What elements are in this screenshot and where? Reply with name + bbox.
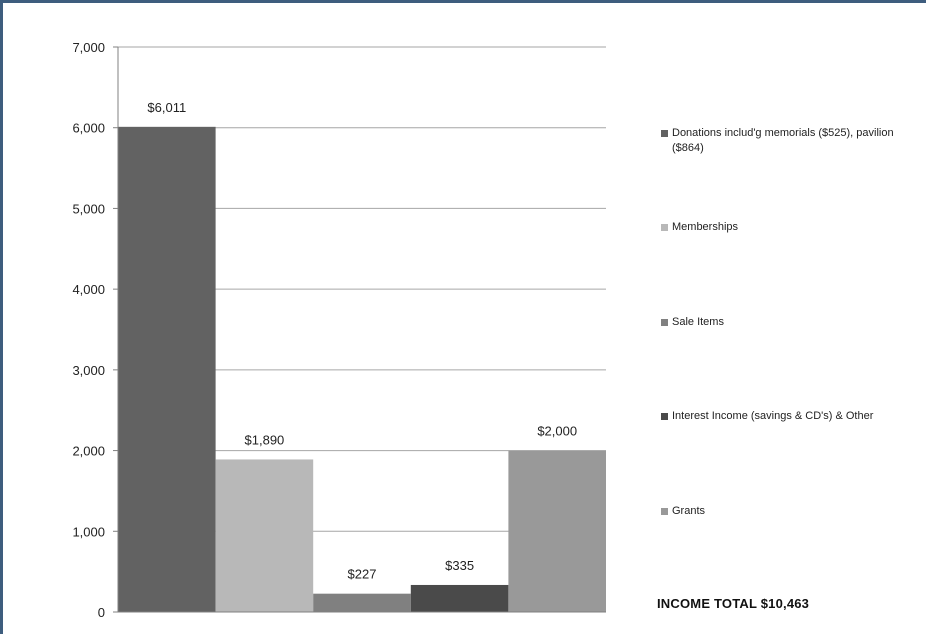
bar [215, 459, 314, 612]
legend-label: Grants [672, 505, 706, 517]
data-label: $1,890 [245, 432, 285, 447]
legend-swatch [661, 319, 668, 326]
y-tick-label: 4,000 [72, 282, 105, 297]
legend-swatch [661, 508, 668, 515]
data-label: $2,000 [537, 424, 577, 439]
income-total: INCOME TOTAL $10,463 [657, 596, 810, 611]
legend-label: Donations includ'g memorials ($525), pav… [672, 127, 894, 154]
y-tick-label: 6,000 [72, 121, 105, 136]
legend-item: Donations includ'g memorials ($525), pav… [661, 126, 923, 156]
legend-item: Sale Items [661, 315, 923, 330]
legend-item: Grants [661, 504, 923, 519]
y-tick-label: 0 [98, 605, 105, 620]
legend-item: Interest Income (savings & CD's) & Other [661, 409, 923, 424]
legend-item: Memberships [661, 220, 923, 235]
legend-label: Interest Income (savings & CD's) & Other [672, 410, 874, 422]
data-label: $227 [348, 567, 377, 582]
y-tick-label: 7,000 [72, 40, 105, 55]
y-tick-label: 3,000 [72, 363, 105, 378]
legend-label: Memberships [672, 221, 739, 233]
bar [313, 593, 411, 612]
y-tick-label: 1,000 [72, 524, 105, 539]
data-label: $6,011 [147, 100, 186, 115]
legend-label: Sale Items [672, 316, 724, 328]
legend-swatch [661, 224, 668, 231]
y-tick-label: 5,000 [72, 201, 105, 216]
legend-swatch [661, 413, 668, 420]
y-tick-label: 2,000 [72, 444, 105, 459]
bar-chart: 0 1,000 2,000 3,000 4,000 5,000 6,000 7,000 $6,… [72, 40, 606, 620]
legend-swatch [661, 130, 668, 137]
data-label: $335 [445, 558, 474, 573]
bar [508, 450, 606, 612]
bar [118, 126, 216, 613]
bar [410, 584, 509, 612]
